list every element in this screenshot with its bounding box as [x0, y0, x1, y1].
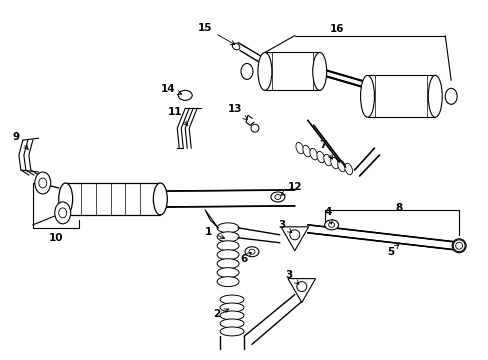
Ellipse shape: [312, 53, 326, 90]
Ellipse shape: [250, 124, 259, 132]
Ellipse shape: [270, 192, 285, 202]
Bar: [264, 53, 319, 90]
Ellipse shape: [59, 183, 73, 215]
Ellipse shape: [295, 143, 303, 154]
Polygon shape: [287, 279, 315, 302]
Ellipse shape: [220, 319, 244, 328]
Ellipse shape: [244, 247, 259, 257]
Ellipse shape: [344, 163, 352, 175]
Text: 10: 10: [48, 233, 63, 243]
Text: 3: 3: [285, 270, 298, 284]
Ellipse shape: [455, 242, 462, 249]
Ellipse shape: [241, 63, 252, 80]
Ellipse shape: [220, 303, 244, 312]
Text: 5: 5: [386, 244, 398, 257]
Text: 3: 3: [277, 220, 291, 233]
Bar: [367, 75, 434, 117]
Ellipse shape: [451, 239, 465, 253]
Ellipse shape: [427, 75, 441, 117]
Ellipse shape: [217, 241, 239, 251]
Text: 8: 8: [395, 203, 402, 213]
Text: 6: 6: [240, 252, 251, 264]
Ellipse shape: [360, 75, 374, 117]
Ellipse shape: [59, 208, 66, 218]
Ellipse shape: [444, 88, 456, 104]
Polygon shape: [319, 68, 367, 88]
Ellipse shape: [217, 223, 239, 233]
Text: 11: 11: [168, 107, 187, 126]
Text: 4: 4: [324, 207, 332, 224]
Ellipse shape: [258, 53, 271, 90]
Bar: [65, 183, 160, 215]
Ellipse shape: [217, 259, 239, 269]
Ellipse shape: [330, 157, 338, 169]
Text: 7: 7: [319, 140, 332, 159]
Ellipse shape: [35, 172, 51, 194]
Text: 16: 16: [329, 24, 344, 33]
Ellipse shape: [452, 240, 464, 252]
Text: 2: 2: [213, 309, 228, 319]
Text: 12: 12: [281, 182, 302, 195]
Ellipse shape: [328, 222, 334, 227]
Ellipse shape: [289, 230, 299, 240]
Ellipse shape: [55, 202, 71, 224]
Ellipse shape: [39, 178, 47, 188]
Polygon shape: [307, 225, 453, 250]
Ellipse shape: [296, 282, 306, 292]
Ellipse shape: [274, 194, 280, 199]
Ellipse shape: [220, 327, 244, 336]
Ellipse shape: [220, 295, 244, 304]
Ellipse shape: [217, 232, 239, 242]
Ellipse shape: [302, 145, 310, 157]
Ellipse shape: [324, 220, 338, 230]
Ellipse shape: [217, 276, 239, 287]
Text: 13: 13: [227, 104, 247, 120]
Ellipse shape: [217, 268, 239, 278]
Ellipse shape: [178, 90, 192, 100]
Ellipse shape: [316, 151, 324, 163]
Polygon shape: [62, 190, 294, 208]
Ellipse shape: [248, 249, 254, 254]
Text: 14: 14: [160, 84, 182, 95]
Ellipse shape: [309, 148, 317, 160]
Text: 1: 1: [205, 227, 224, 239]
Polygon shape: [281, 227, 308, 251]
Ellipse shape: [220, 311, 244, 320]
Ellipse shape: [217, 250, 239, 260]
Ellipse shape: [153, 183, 167, 215]
Ellipse shape: [232, 43, 239, 50]
Text: 15: 15: [198, 23, 234, 45]
Ellipse shape: [337, 160, 345, 172]
Ellipse shape: [323, 154, 331, 166]
Text: 9: 9: [13, 132, 28, 149]
